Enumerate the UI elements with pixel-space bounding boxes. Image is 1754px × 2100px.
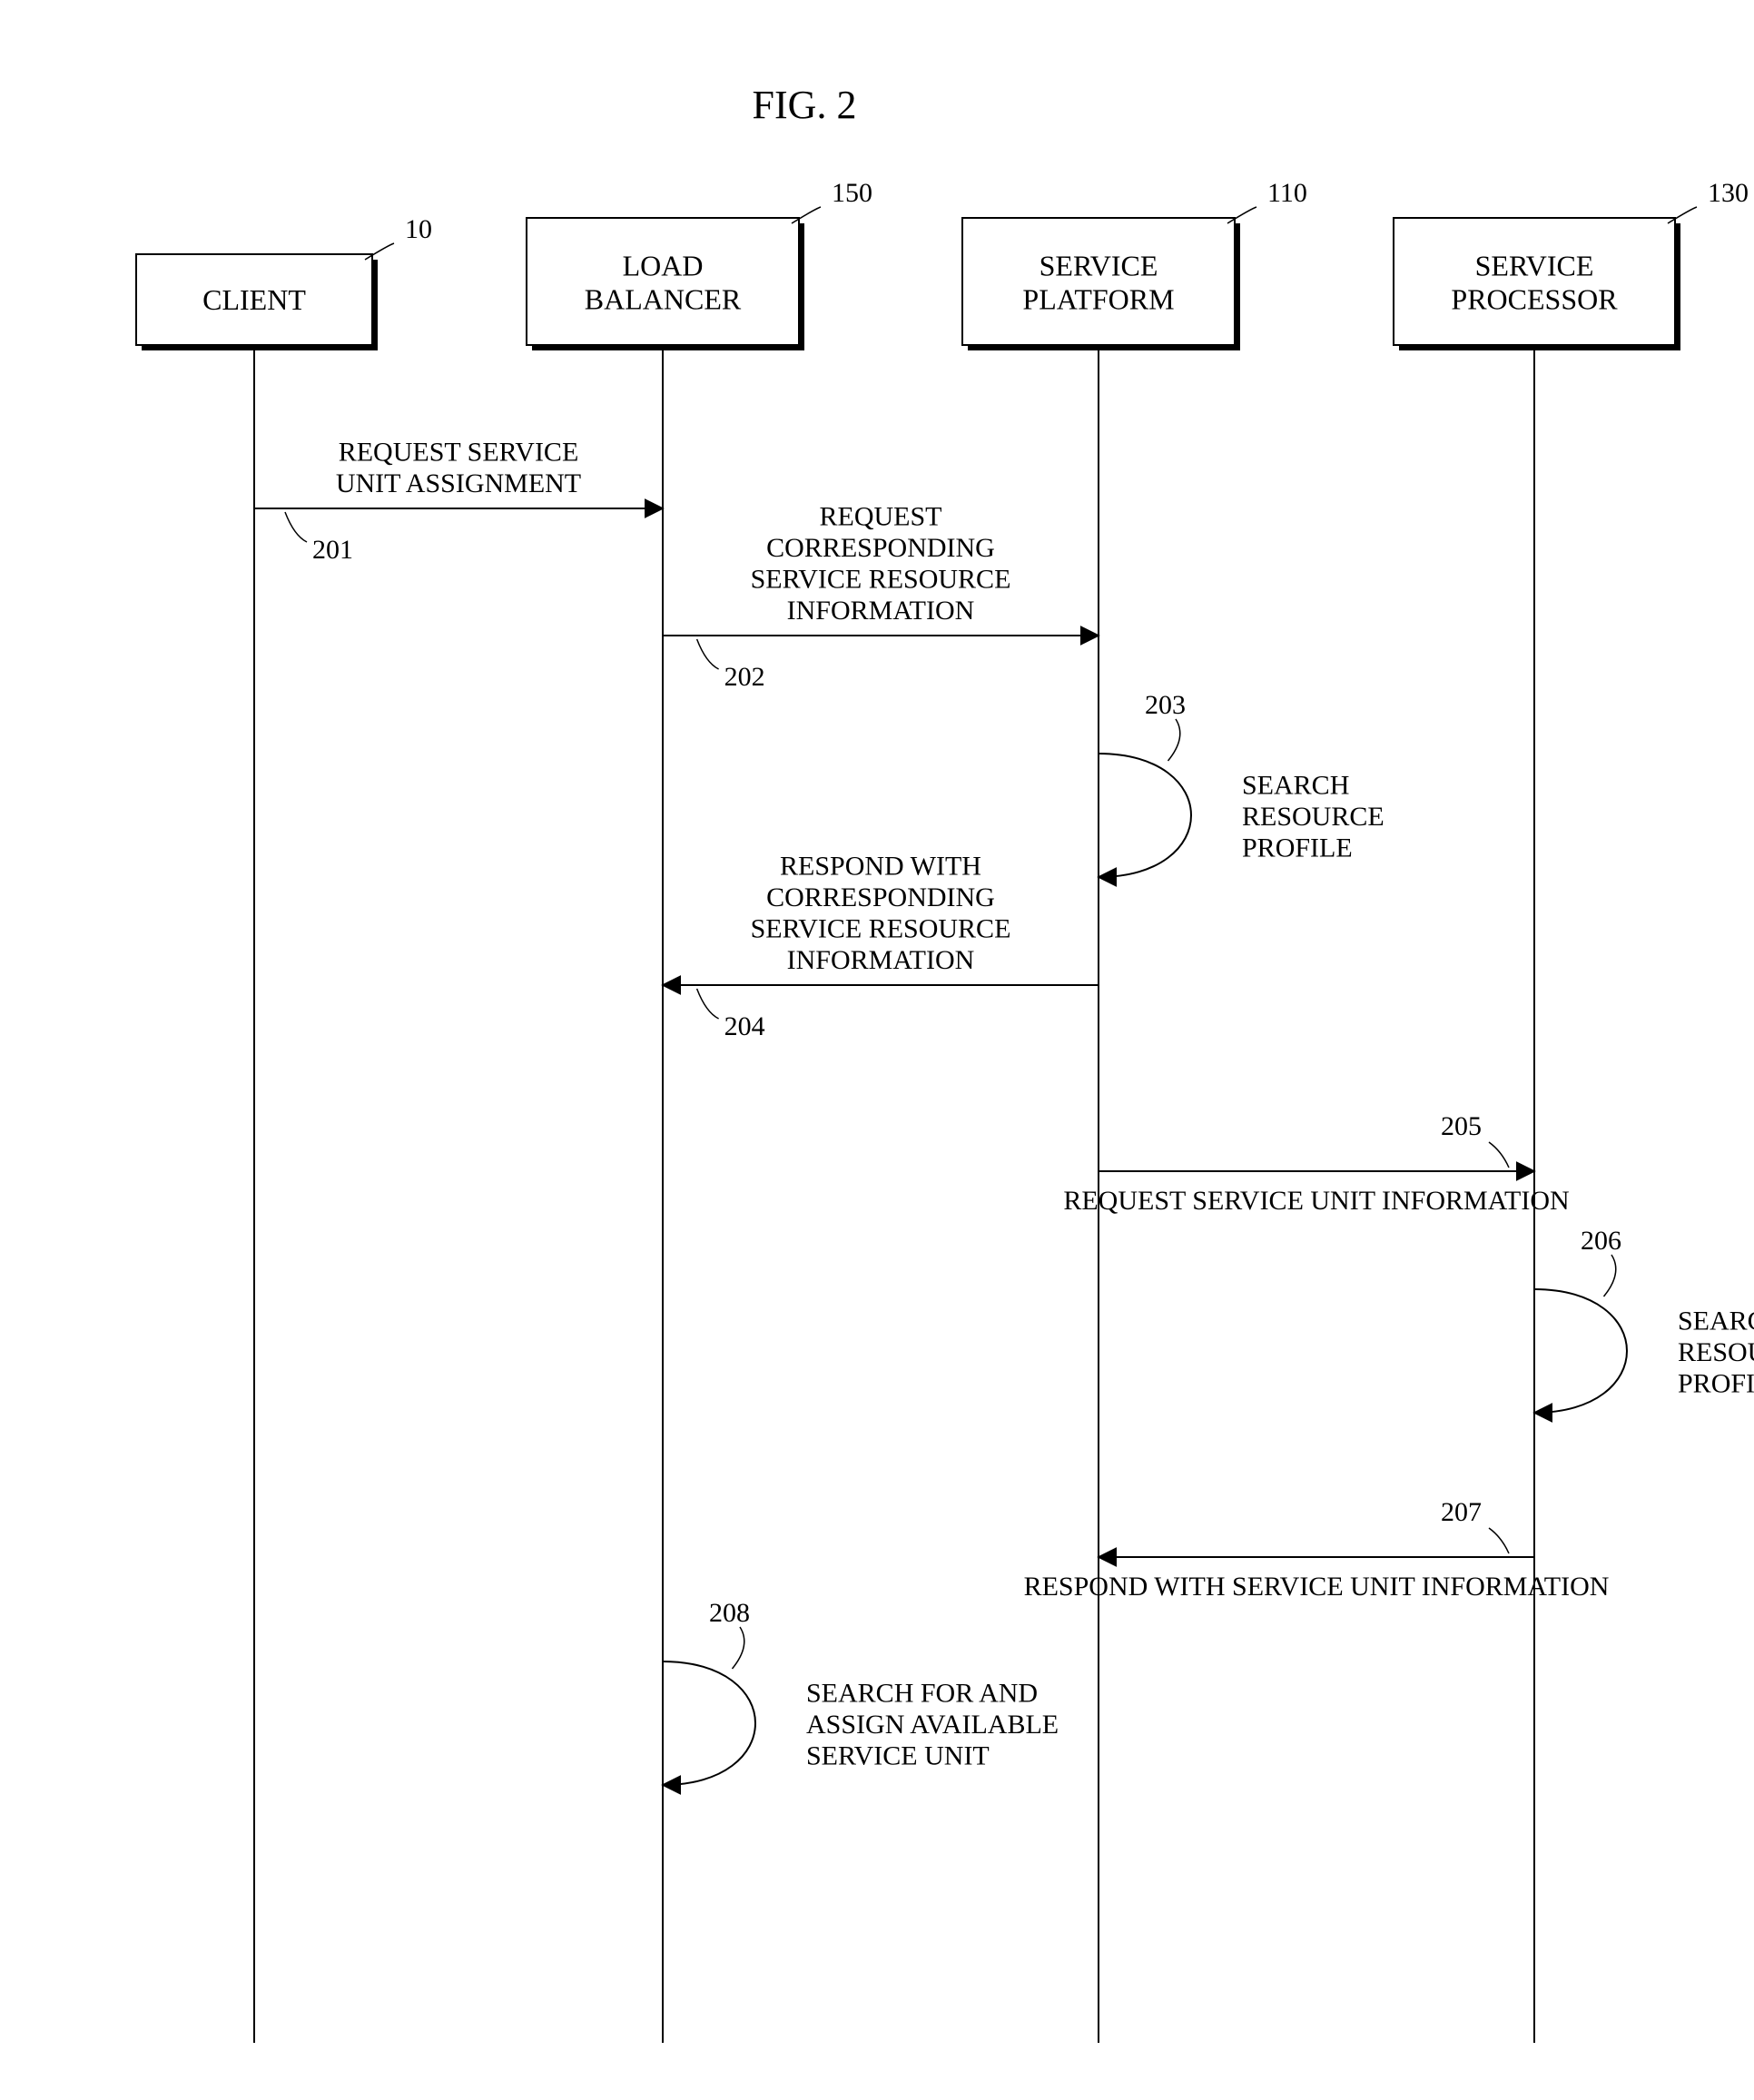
- self-208: [663, 1661, 755, 1785]
- svg-text:206: 206: [1581, 1226, 1621, 1256]
- svg-text:150: 150: [832, 178, 872, 208]
- svg-text:SEARCH FOR ANDASSIGN AVAILABLE: SEARCH FOR ANDASSIGN AVAILABLESERVICE UN…: [806, 1679, 1059, 1771]
- svg-text:208: 208: [709, 1598, 750, 1628]
- svg-text:207: 207: [1441, 1497, 1482, 1527]
- svg-text:SEARCHRESOURCEPROFILE: SEARCHRESOURCEPROFILE: [1242, 771, 1384, 863]
- svg-text:SEARCHRESOURCEPROFILE: SEARCHRESOURCEPROFILE: [1678, 1306, 1754, 1399]
- svg-text:REQUESTCORRESPONDINGSERVICE RE: REQUESTCORRESPONDINGSERVICE RESOURCEINFO…: [751, 502, 1011, 626]
- svg-text:203: 203: [1145, 690, 1186, 720]
- svg-text:CLIENT: CLIENT: [202, 283, 306, 316]
- sequence-diagram: FIG. 2CLIENT10LOADBALANCER150SERVICEPLAT…: [0, 0, 1754, 2100]
- svg-text:202: 202: [724, 662, 765, 692]
- svg-text:130: 130: [1708, 178, 1749, 208]
- svg-text:REQUEST SERVICEUNIT ASSIGNMENT: REQUEST SERVICEUNIT ASSIGNMENT: [336, 438, 581, 499]
- svg-text:FIG. 2: FIG. 2: [753, 83, 857, 127]
- svg-text:205: 205: [1441, 1111, 1482, 1141]
- svg-text:RESPOND WITH SERVICE UNIT INFO: RESPOND WITH SERVICE UNIT INFORMATION: [1024, 1572, 1610, 1602]
- svg-text:SERVICEPROCESSOR: SERVICEPROCESSOR: [1451, 250, 1618, 316]
- self-203: [1099, 754, 1191, 877]
- svg-text:REQUEST SERVICE UNIT INFORMATI: REQUEST SERVICE UNIT INFORMATION: [1063, 1186, 1569, 1216]
- svg-text:SERVICEPLATFORM: SERVICEPLATFORM: [1022, 250, 1174, 316]
- svg-text:10: 10: [405, 214, 432, 244]
- svg-text:110: 110: [1267, 178, 1307, 208]
- self-206: [1534, 1289, 1627, 1413]
- svg-text:RESPOND WITHCORRESPONDINGSERVI: RESPOND WITHCORRESPONDINGSERVICE RESOURC…: [751, 852, 1011, 976]
- svg-text:201: 201: [312, 535, 353, 565]
- svg-text:204: 204: [724, 1011, 765, 1041]
